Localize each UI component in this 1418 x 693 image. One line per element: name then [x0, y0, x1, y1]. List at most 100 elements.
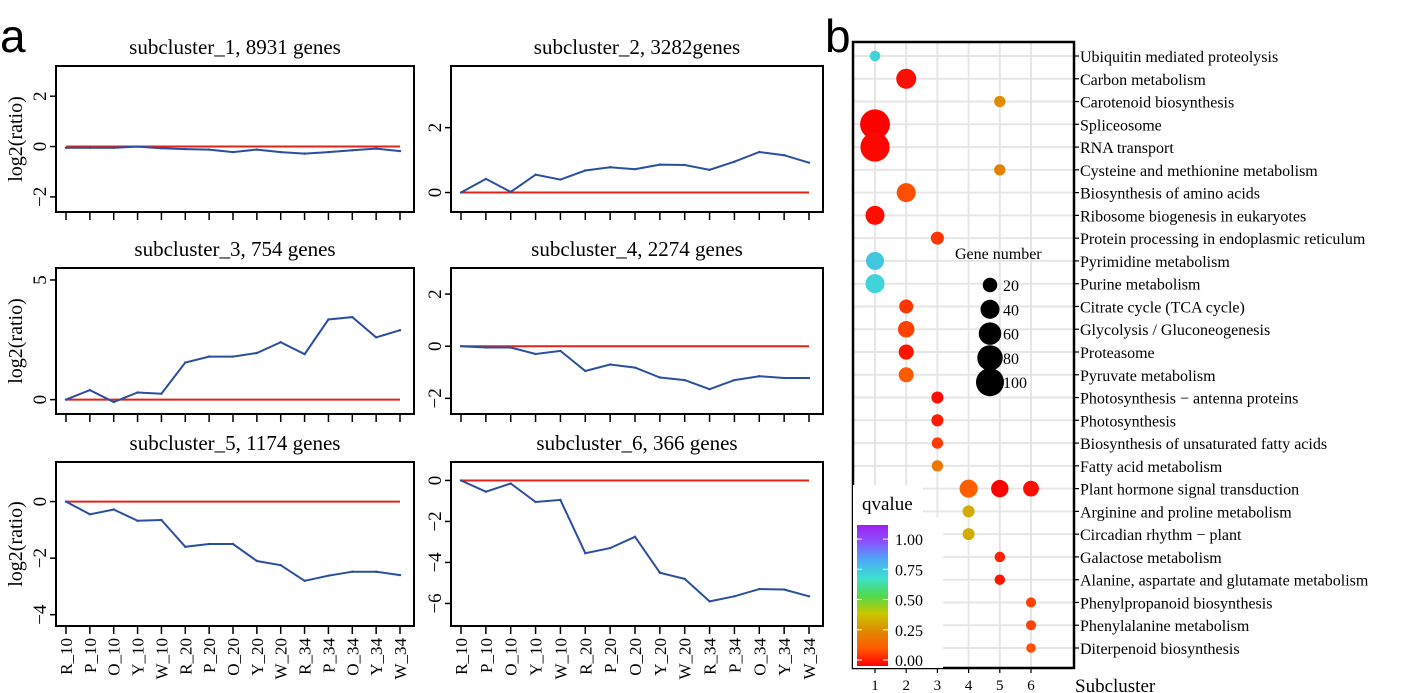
- bubble-point: [860, 132, 890, 162]
- plot-frame: [55, 267, 415, 415]
- size-legend-dot: [980, 299, 1000, 319]
- y-tick-label: 0: [30, 142, 51, 152]
- bubble-point: [994, 164, 1006, 176]
- pathway-label: Alanine, aspartate and glutamate metabol…: [1080, 573, 1369, 590]
- x-tick-label: 6: [1027, 678, 1035, 693]
- plot-frame: [55, 461, 415, 627]
- data-point: [559, 498, 562, 502]
- data-point: [534, 173, 537, 176]
- line-chart-2: subcluster_2, 3282genes 0 2: [425, 35, 824, 220]
- bubble-point: [1026, 643, 1036, 653]
- data-point: [351, 315, 354, 319]
- x-tick-label: P_34: [725, 638, 744, 673]
- data-point: [160, 518, 163, 522]
- data-point: [459, 191, 463, 194]
- pathway-label: Citrate cycle (TCA cycle): [1080, 299, 1245, 316]
- bubble-point: [931, 391, 944, 404]
- bubble-point: [994, 551, 1006, 563]
- line-chart-6: subcluster_6, 366 genes −6 −4 −2 0 R_10 P_10 O_…: [425, 431, 824, 680]
- data-point: [509, 482, 512, 485]
- x-tick-label: W_34: [800, 638, 819, 680]
- y-tick-label: −4: [30, 604, 51, 625]
- size-legend-label: 100: [1003, 375, 1027, 392]
- bubble-point: [898, 367, 914, 383]
- data-point: [733, 378, 736, 382]
- data-point: [231, 355, 235, 358]
- line-chart-5: subcluster_5, 1174 genes log2(ratio)−4 −2 0…: [5, 431, 415, 680]
- data-point: [398, 149, 402, 153]
- x-tick-label: 1: [871, 678, 879, 693]
- color-legend-title: qvalue: [862, 494, 913, 515]
- bubble-point: [1025, 597, 1037, 608]
- y-tick-label: 0: [425, 188, 446, 198]
- data-point: [658, 376, 662, 379]
- bubble-point: [865, 274, 885, 294]
- y-tick-label: 0: [425, 476, 446, 486]
- data-point: [484, 177, 488, 181]
- x-tick-label: Y_10: [527, 638, 546, 676]
- data-point: [807, 161, 811, 164]
- y-tick-label: −2: [425, 388, 446, 408]
- data-point: [327, 150, 330, 154]
- y-tick-label: 2: [425, 123, 446, 132]
- x-tick-label: 5: [996, 678, 1004, 693]
- data-point: [112, 400, 115, 404]
- data-point: [398, 573, 402, 577]
- color-legend-label: 0.75: [895, 562, 923, 579]
- data-point: [534, 352, 537, 356]
- data-point: [207, 148, 211, 151]
- pathway-label: Carotenoid biosynthesis: [1080, 95, 1234, 112]
- data-point: [733, 160, 736, 163]
- color-legend-bar: [857, 525, 888, 666]
- data-point: [708, 168, 711, 172]
- data-point: [459, 479, 463, 482]
- data-point: [351, 570, 354, 573]
- bubble-point: [860, 109, 890, 140]
- x-tick-label: P_20: [601, 638, 620, 673]
- data-point: [608, 166, 612, 169]
- data-point: [374, 570, 378, 573]
- data-point: [255, 559, 259, 563]
- data-point: [708, 388, 711, 391]
- bubble-point: [930, 231, 944, 245]
- pathway-label: Photosynthesis − antenna proteins: [1080, 391, 1298, 408]
- y-tick-label: 2: [30, 91, 51, 101]
- data-point: [184, 545, 187, 549]
- data-point: [608, 546, 612, 550]
- data-point: [374, 147, 378, 150]
- chart-title: subcluster_4, 2274 genes: [531, 237, 743, 261]
- pathway-label: Phenylpropanoid biosynthesis: [1080, 595, 1272, 612]
- data-point: [683, 378, 686, 382]
- bubble-point: [1025, 620, 1037, 631]
- pathway-label: Ubiquitin mediated proteolysis: [1080, 49, 1278, 66]
- pathway-label: RNA transport: [1080, 140, 1174, 157]
- data-point: [184, 147, 187, 151]
- x-tick-label: Y_20: [248, 638, 267, 676]
- data-point: [112, 146, 115, 150]
- data-point: [584, 169, 587, 172]
- x-tick-label: O_34: [343, 638, 362, 676]
- x-tick-label: R_34: [701, 638, 720, 675]
- x-tick-label: O_20: [626, 638, 645, 676]
- size-legend-dot: [977, 345, 1003, 371]
- data-point: [64, 398, 68, 401]
- x-tick-label: Y_10: [129, 638, 148, 676]
- panel-a-line-charts: subcluster_1, 8931 geneslog2(ratio)−202s…: [5, 35, 824, 680]
- pathway-label: Pyrimidine metabolism: [1080, 254, 1230, 271]
- data-point: [88, 513, 92, 516]
- y-tick-label: 2: [425, 289, 446, 299]
- pathway-label: Diterpenoid biosynthesis: [1080, 641, 1240, 658]
- x-tick-label: O_10: [105, 638, 124, 676]
- y-tick-label: −4: [425, 552, 446, 573]
- data-point: [559, 178, 562, 181]
- x-tick-label: W_20: [676, 638, 695, 680]
- data-point: [112, 508, 115, 511]
- x-tick-label: 3: [934, 678, 942, 693]
- data-point: [303, 579, 306, 582]
- data-point: [782, 588, 786, 591]
- data-point: [184, 361, 187, 364]
- pathway-label: Cysteine and methionine metabolism: [1080, 163, 1318, 180]
- data-point: [279, 150, 282, 154]
- data-point: [509, 190, 512, 194]
- data-point: [160, 392, 163, 395]
